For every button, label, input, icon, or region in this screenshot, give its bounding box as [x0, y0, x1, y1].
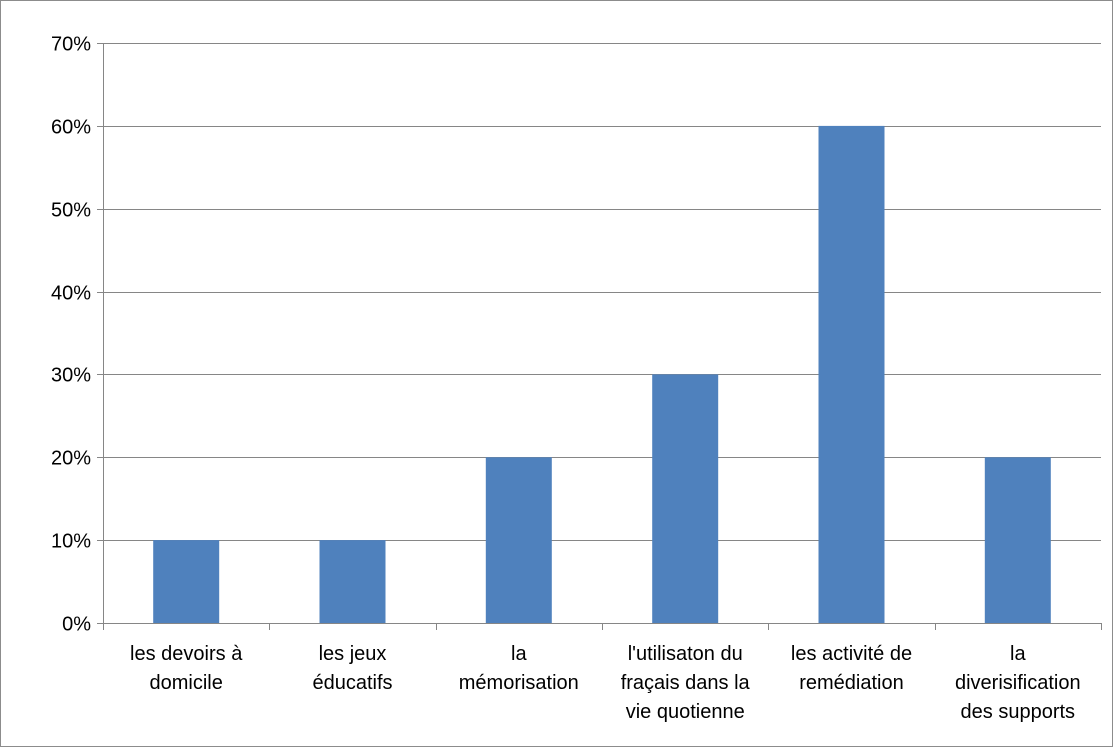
y-tick-label: 30% [51, 365, 91, 387]
x-category-labels: les devoirs à domicile les jeux éducatifs la… [130, 643, 1081, 723]
x-category-label-line: domicile [150, 672, 223, 694]
gridlines [103, 43, 1101, 541]
x-category-label: la mémorisation [459, 643, 579, 694]
x-category-label-line: l'utilisaton du [628, 643, 743, 665]
y-tick-labels: 0% 10% 20% 30% 40% 50% 60% 70% [51, 34, 91, 636]
bar [485, 457, 552, 623]
y-tick-label: 50% [51, 200, 91, 222]
x-category-label: les devoirs à domicile [130, 643, 243, 694]
bars [153, 125, 1051, 624]
bar [652, 374, 719, 623]
x-category-label-line: vie quotienne [626, 701, 745, 723]
x-category-label-line: des supports [961, 701, 1076, 723]
x-category-label-line: les jeux [319, 643, 387, 665]
y-tick-label: 60% [51, 117, 91, 139]
x-category-label: la diverisification des supports [955, 643, 1081, 723]
y-tick-label: 0% [62, 614, 91, 636]
x-category-label-line: les devoirs à [130, 643, 243, 665]
x-category-label-line: fraçais dans la [621, 672, 751, 694]
y-tick-label: 10% [51, 531, 91, 553]
bar [818, 125, 885, 624]
y-tick-label: 40% [51, 283, 91, 305]
x-category-label-line: la [1010, 643, 1026, 665]
x-category-label-line: les activité de [791, 643, 912, 665]
x-category-label-line: éducatifs [312, 672, 392, 694]
y-tick-label: 20% [51, 448, 91, 470]
x-category-label: l'utilisaton du fraçais dans la vie quotie… [621, 643, 751, 723]
x-category-label-line: la [511, 643, 527, 665]
bar [984, 457, 1051, 623]
x-category-label-line: remédiation [799, 672, 904, 694]
x-category-label-line: diverisification [955, 672, 1081, 694]
axes [97, 43, 1102, 630]
y-tick-label: 70% [51, 34, 91, 56]
bar [319, 540, 386, 623]
x-category-label: les activité de remédiation [791, 643, 912, 694]
x-category-label: les jeux éducatifs [312, 643, 392, 694]
x-category-label-line: mémorisation [459, 672, 579, 694]
bar [153, 540, 220, 623]
